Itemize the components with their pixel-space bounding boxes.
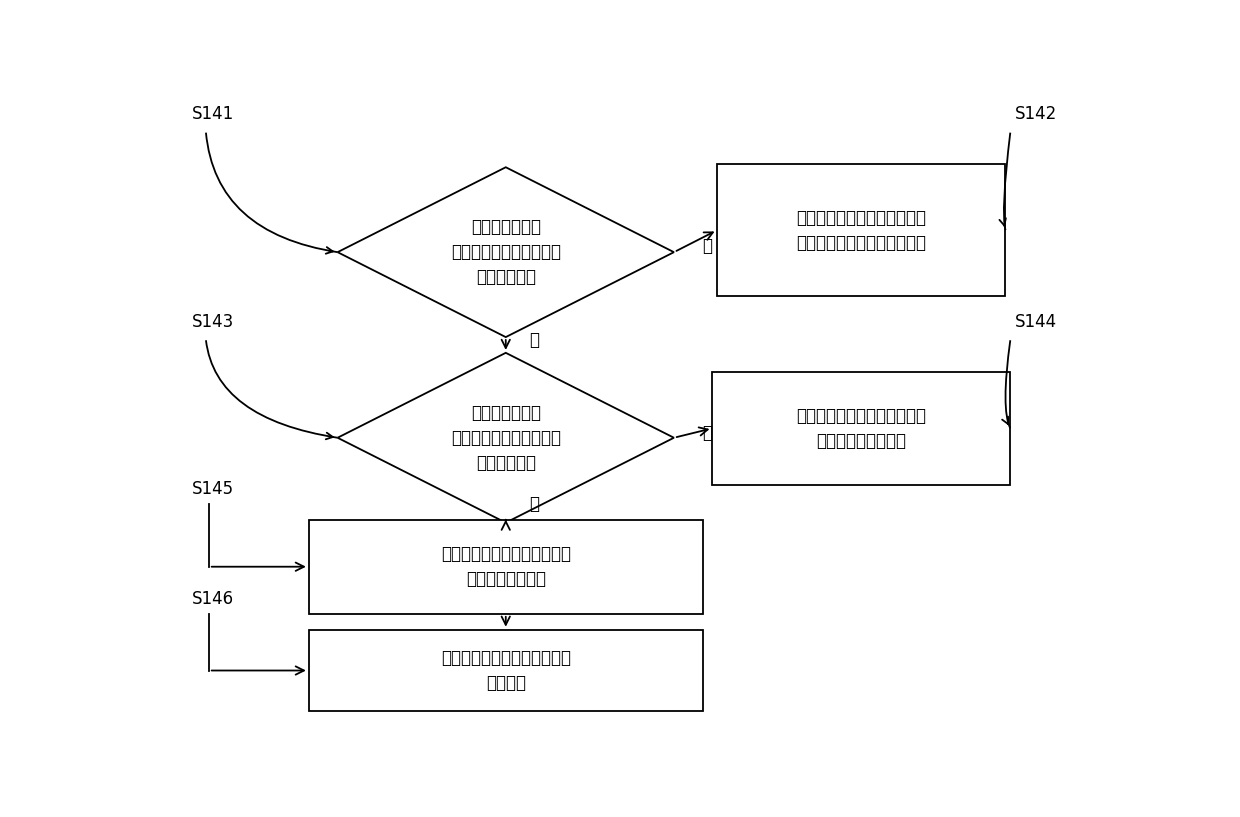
- Polygon shape: [337, 167, 675, 337]
- Text: S142: S142: [1016, 105, 1058, 123]
- Text: S141: S141: [191, 105, 234, 123]
- Text: S146: S146: [191, 590, 233, 608]
- Text: S144: S144: [1016, 313, 1058, 331]
- Text: S143: S143: [191, 313, 234, 331]
- Bar: [309, 630, 703, 712]
- Text: 分步调整发动机的负荷直到当
前负荷达到目标负荷: 分步调整发动机的负荷直到当 前负荷达到目标负荷: [796, 407, 926, 450]
- Bar: [717, 164, 1006, 297]
- Text: 是: 是: [529, 331, 539, 349]
- Text: 测量发动机在待标定工况下的
运行参数: 测量发动机在待标定工况下的 运行参数: [440, 649, 570, 692]
- Text: S145: S145: [191, 480, 233, 498]
- Text: 否: 否: [703, 424, 713, 442]
- Text: 根据燃烧分析仪的数据调整发
动机的点火提前角: 根据燃烧分析仪的数据调整发 动机的点火提前角: [440, 545, 570, 588]
- Text: 发动机的当前转
速是否达到待标定工况对
应的目标转速: 发动机的当前转 速是否达到待标定工况对 应的目标转速: [451, 218, 560, 286]
- Text: 否: 否: [703, 237, 713, 255]
- Bar: [309, 520, 703, 614]
- Text: 发动机的当前负
荷是否达到待标定工况对
应的目标负荷: 发动机的当前负 荷是否达到待标定工况对 应的目标负荷: [451, 404, 560, 471]
- Text: 是: 是: [529, 495, 539, 513]
- Bar: [712, 372, 1011, 485]
- Text: 分步调整发动机的转速直到发
动机的当前转速达到目标转速: 分步调整发动机的转速直到发 动机的当前转速达到目标转速: [796, 208, 926, 252]
- Polygon shape: [337, 353, 675, 523]
